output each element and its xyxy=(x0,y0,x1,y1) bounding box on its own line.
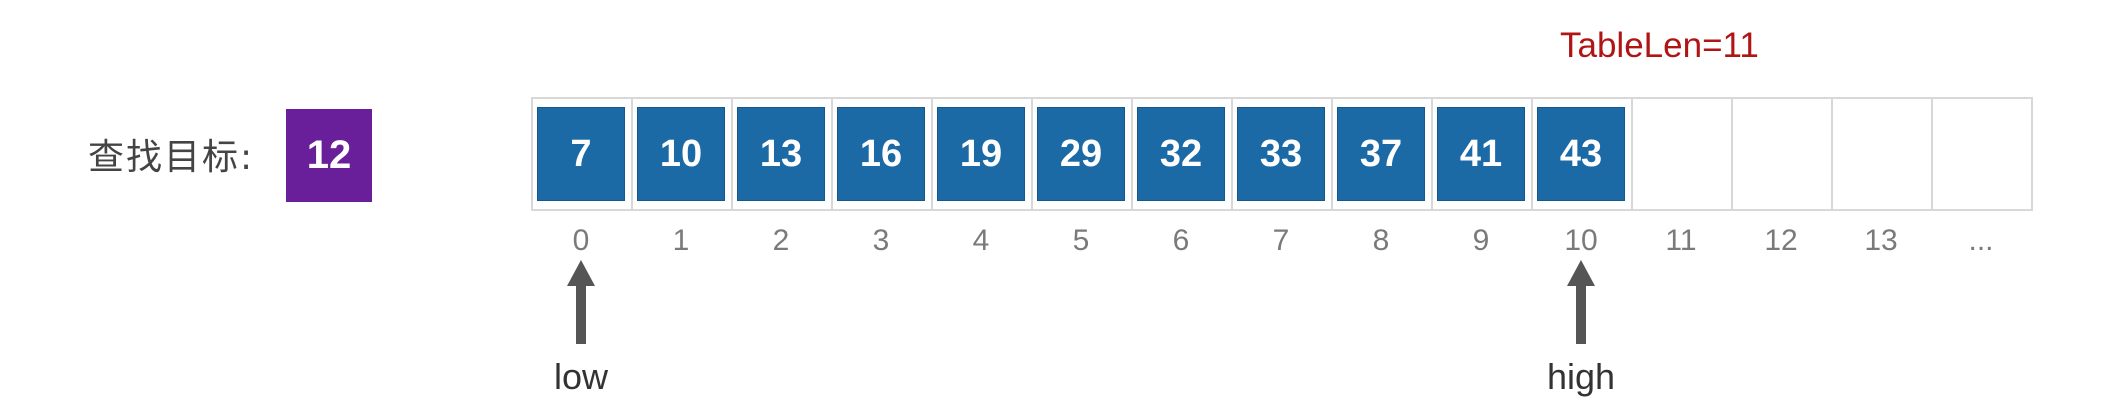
array-cell: 41 xyxy=(1437,107,1525,201)
array-index-label: 4 xyxy=(972,224,990,257)
array-slot xyxy=(831,97,931,211)
array-cell: 43 xyxy=(1537,107,1625,201)
array-slot xyxy=(1431,97,1531,211)
array-slot xyxy=(1731,97,1831,211)
array-index-label: ... xyxy=(1968,224,1994,257)
table-length-label: TableLen=11 xyxy=(1560,26,1759,65)
array-cell: 29 xyxy=(1037,107,1125,201)
high-pointer-arrow xyxy=(1567,260,1595,344)
array-slot xyxy=(931,97,1031,211)
array-slot xyxy=(1831,97,1931,211)
low-pointer-arrow xyxy=(567,260,595,344)
array-frame xyxy=(531,97,2033,211)
search-target-label: 查找目标: xyxy=(88,137,255,178)
array-slot xyxy=(631,97,731,211)
array-cell: 19 xyxy=(937,107,1025,201)
array-index-label: 13 xyxy=(1864,224,1898,257)
array-cell: 13 xyxy=(737,107,825,201)
array-slot xyxy=(1231,97,1331,211)
low-pointer-label: low xyxy=(553,356,609,397)
array-index-label: 10 xyxy=(1564,224,1598,257)
array-index-label: 6 xyxy=(1172,224,1190,257)
array-index-label: 3 xyxy=(872,224,890,257)
array-index-label: 7 xyxy=(1272,224,1290,257)
array-index-label: 8 xyxy=(1372,224,1390,257)
array-index-label: 9 xyxy=(1472,224,1490,257)
array-index-label: 2 xyxy=(772,224,790,257)
array-index-label: 1 xyxy=(672,224,690,257)
array-index-label: 11 xyxy=(1665,224,1697,257)
high-pointer-label: high xyxy=(1546,356,1616,397)
array-index-label: 12 xyxy=(1764,224,1798,257)
search-target-value: 12 xyxy=(286,109,372,202)
array-cell: 33 xyxy=(1237,107,1325,201)
array-cell: 37 xyxy=(1337,107,1425,201)
array-cell: 32 xyxy=(1137,107,1225,201)
array-index-label: 5 xyxy=(1072,224,1090,257)
array-cell: 16 xyxy=(837,107,925,201)
array-slot xyxy=(1931,97,2031,211)
array-slot xyxy=(1331,97,1431,211)
array-slot xyxy=(1131,97,1231,211)
array-index-label: 0 xyxy=(572,224,590,257)
array-slot xyxy=(1031,97,1131,211)
array-cell: 7 xyxy=(537,107,625,201)
array-cell: 10 xyxy=(637,107,725,201)
array-slot xyxy=(1531,97,1631,211)
array-slot xyxy=(1631,97,1731,211)
array-slot xyxy=(731,97,831,211)
